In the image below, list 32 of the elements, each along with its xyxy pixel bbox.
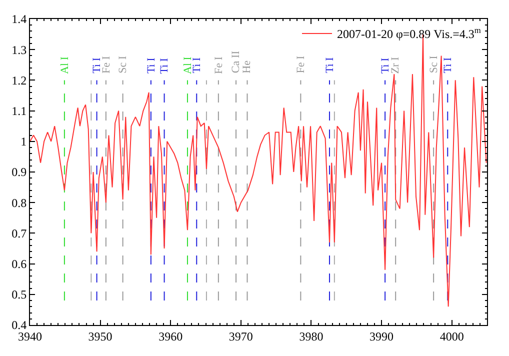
y-tick-label: 1.2 <box>12 73 27 88</box>
x-tick-label: 3980 <box>299 329 324 344</box>
ref-line-label: Ti I <box>145 57 158 74</box>
ref-line-label: Ti I <box>379 58 392 74</box>
ref-line-label: Ti I <box>158 58 171 74</box>
ref-line-label: Zr I <box>389 56 402 74</box>
ref-line-label: Ti I <box>442 57 454 74</box>
ref-line-label: Sc I <box>117 56 130 74</box>
x-tick-label: 4000 <box>440 329 464 344</box>
x-tick-label: 3950 <box>88 329 112 344</box>
y-tick-label: 0.7 <box>12 226 27 240</box>
ref-line-label: Fe I <box>212 56 225 74</box>
ref-line-label: Ti I <box>191 57 204 74</box>
y-tick-label: 0.6 <box>12 257 27 271</box>
x-tick-label: 3970 <box>228 329 253 344</box>
y-tick-label: 1.3 <box>12 42 27 57</box>
y-tick-label: 0.8 <box>12 196 27 210</box>
ref-line-label: Al I <box>182 56 194 74</box>
y-tick-label: 1.4 <box>12 12 27 26</box>
ref-line-label: Fe I <box>295 56 308 74</box>
y-tick-label: 1 <box>20 134 27 149</box>
ref-line-label: Al I <box>58 56 71 74</box>
ref-line-label: Sc I <box>428 55 440 74</box>
ref-line-label: He <box>241 60 254 74</box>
ref-line-label: Ca II <box>230 50 242 74</box>
y-tick-label: 0.9 <box>12 165 27 180</box>
ref-line-label: Ti I <box>324 56 336 74</box>
x-tick-label: 3990 <box>370 329 394 344</box>
legend-label: 2007-01-20 φ=0.89 Vis.=4.3$^{m}$ <box>337 26 482 42</box>
y-tick-label: 1.1 <box>12 104 27 118</box>
x-tick-label: 3960 <box>158 329 183 344</box>
y-tick-label: 0.5 <box>12 288 27 302</box>
